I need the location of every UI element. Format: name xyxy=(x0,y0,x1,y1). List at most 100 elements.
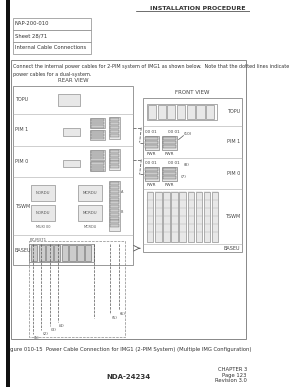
Text: (4): (4) xyxy=(58,324,64,328)
Bar xyxy=(109,117,120,139)
Bar xyxy=(109,149,120,170)
Bar xyxy=(110,201,119,204)
Bar xyxy=(91,154,104,156)
Text: (5): (5) xyxy=(111,316,117,320)
Bar xyxy=(145,137,158,140)
Bar xyxy=(110,220,119,223)
Text: (3): (3) xyxy=(50,328,56,332)
Bar xyxy=(110,213,119,216)
Bar xyxy=(78,185,102,201)
Text: NAP-200-010: NAP-200-010 xyxy=(15,21,49,26)
Bar xyxy=(91,166,104,168)
Bar xyxy=(77,245,84,261)
Bar xyxy=(167,105,176,119)
Text: PWR: PWR xyxy=(147,184,157,187)
Text: (6): (6) xyxy=(119,312,125,316)
Bar xyxy=(148,105,156,119)
Text: Connect the internal power cables for 2-PIM system of IMG1 as shown below.  Note: Connect the internal power cables for 2-… xyxy=(13,64,289,69)
Text: (7): (7) xyxy=(180,175,186,180)
Bar xyxy=(196,192,202,242)
Bar xyxy=(110,186,119,189)
Text: A: A xyxy=(121,191,123,194)
Bar xyxy=(31,205,55,221)
Bar xyxy=(7,0,10,387)
Text: TOPU: TOPU xyxy=(227,109,240,114)
Text: PWR: PWR xyxy=(147,152,157,156)
Bar xyxy=(110,217,119,220)
Bar xyxy=(63,128,80,135)
Bar xyxy=(91,157,104,159)
Bar xyxy=(110,161,119,165)
Bar xyxy=(91,137,104,139)
Text: NDA-24234: NDA-24234 xyxy=(106,374,150,380)
Text: INSTALLATION PROCEDURE: INSTALLATION PROCEDURE xyxy=(151,6,246,11)
Text: 00 01: 00 01 xyxy=(168,130,180,133)
Bar xyxy=(110,126,119,128)
Bar xyxy=(147,104,217,120)
Text: PIM 1: PIM 1 xyxy=(227,139,240,144)
Text: (10): (10) xyxy=(184,132,192,135)
Bar xyxy=(177,105,185,119)
Text: PIM 0: PIM 0 xyxy=(15,159,28,164)
Bar xyxy=(162,135,177,149)
Bar xyxy=(91,151,104,153)
Bar xyxy=(196,105,205,119)
Bar xyxy=(145,177,158,179)
Bar xyxy=(91,125,104,128)
Text: MCRDU: MCRDU xyxy=(83,191,98,196)
Bar xyxy=(110,118,119,121)
Bar xyxy=(162,168,177,182)
Bar xyxy=(145,135,159,149)
Bar xyxy=(145,172,158,175)
Text: TOPU: TOPU xyxy=(15,97,28,102)
Bar xyxy=(145,168,158,171)
Bar xyxy=(90,149,105,159)
Bar xyxy=(163,177,176,179)
Text: Internal Cable Connections: Internal Cable Connections xyxy=(15,45,86,50)
Text: (8): (8) xyxy=(184,163,189,168)
Bar xyxy=(29,244,94,262)
Bar xyxy=(63,159,80,168)
Text: MUXI 00: MUXI 00 xyxy=(36,225,50,229)
Bar xyxy=(206,105,214,119)
Bar xyxy=(31,185,55,201)
Bar xyxy=(31,245,37,261)
Text: 00 01: 00 01 xyxy=(168,161,180,166)
Text: power cables for a dual-system.: power cables for a dual-system. xyxy=(13,72,92,77)
Bar xyxy=(110,224,119,227)
Bar xyxy=(145,145,158,147)
Bar xyxy=(46,245,53,261)
Bar xyxy=(13,86,133,265)
Text: TSWM: TSWM xyxy=(15,204,30,209)
Bar xyxy=(143,98,242,252)
Bar xyxy=(78,205,102,221)
Text: PIM 0: PIM 0 xyxy=(227,171,240,176)
Bar xyxy=(163,192,170,242)
Bar xyxy=(91,169,104,171)
Bar xyxy=(145,140,158,144)
Bar xyxy=(11,60,246,339)
Bar xyxy=(110,194,119,197)
Text: PWR: PWR xyxy=(165,184,174,187)
Text: B: B xyxy=(121,210,123,214)
Bar xyxy=(54,245,61,261)
Text: MCRDU: MCRDU xyxy=(83,225,97,229)
Bar xyxy=(91,134,104,136)
Bar xyxy=(91,119,104,121)
Text: CHAPTER 3
Page 123
Revision 3.0: CHAPTER 3 Page 123 Revision 3.0 xyxy=(215,367,247,383)
Bar xyxy=(188,192,194,242)
Bar xyxy=(163,172,176,175)
Bar xyxy=(204,192,210,242)
Text: PWR: PWR xyxy=(165,152,174,156)
Bar xyxy=(13,18,91,30)
Bar xyxy=(62,245,68,261)
Bar xyxy=(91,131,104,133)
Text: (2): (2) xyxy=(42,332,48,336)
Bar xyxy=(90,118,105,128)
Bar xyxy=(163,145,176,147)
Bar xyxy=(91,122,104,124)
Bar xyxy=(163,137,176,140)
Text: PIM 1: PIM 1 xyxy=(15,127,28,132)
Bar xyxy=(39,245,45,261)
Bar xyxy=(110,149,119,152)
